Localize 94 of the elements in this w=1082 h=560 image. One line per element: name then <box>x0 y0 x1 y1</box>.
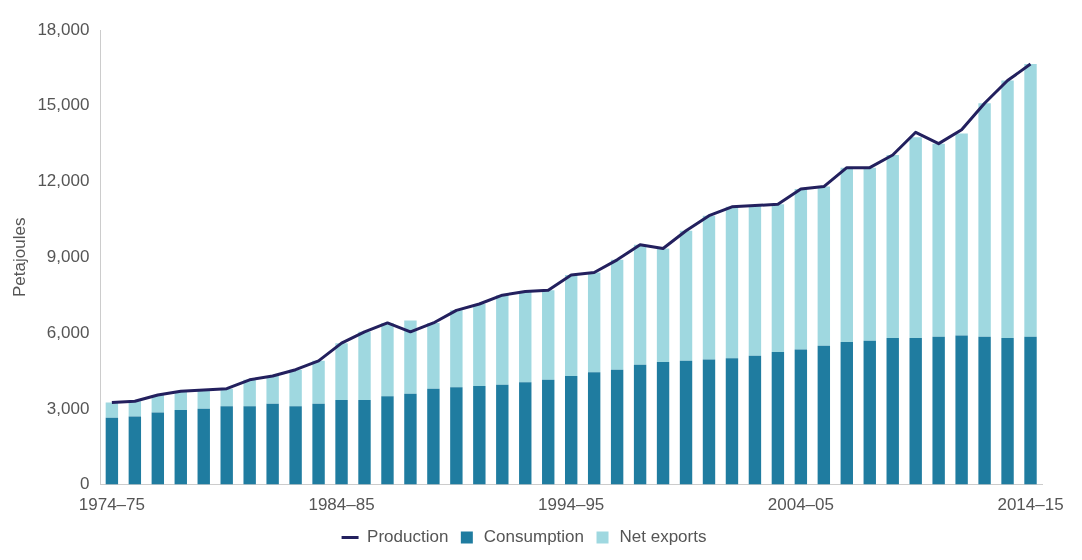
bar <box>748 205 762 356</box>
bar <box>151 412 165 485</box>
bar <box>610 369 624 485</box>
x-tick-label: 2004–05 <box>767 495 834 515</box>
bar <box>978 103 991 337</box>
bar <box>794 189 808 350</box>
bar <box>565 376 578 485</box>
bar <box>174 410 187 485</box>
bar <box>197 408 210 485</box>
bar <box>679 230 693 361</box>
bar <box>656 362 670 485</box>
bar <box>266 376 279 404</box>
bar <box>404 320 417 394</box>
bar <box>496 384 509 485</box>
bar <box>519 382 532 485</box>
bar <box>519 291 532 383</box>
bar <box>312 360 325 404</box>
bar <box>633 244 647 365</box>
bar <box>863 340 876 485</box>
bar <box>450 310 463 388</box>
bar <box>909 137 922 339</box>
y-axis-title: Petajoules <box>9 217 29 297</box>
bar <box>702 359 716 485</box>
bar <box>335 399 348 485</box>
y-tick-label: 9,000 <box>46 246 90 266</box>
bar <box>771 204 785 353</box>
bar <box>725 358 739 485</box>
bar <box>496 295 509 385</box>
bar <box>473 304 486 387</box>
y-tick-label: 3,000 <box>46 398 90 418</box>
bar <box>289 369 302 407</box>
bar <box>679 360 693 485</box>
bar <box>932 143 945 337</box>
legend-label: Production <box>367 527 449 547</box>
bar <box>886 338 899 485</box>
bar <box>587 372 601 485</box>
bar <box>1001 80 1014 339</box>
bar <box>886 155 899 339</box>
bar <box>633 364 647 485</box>
y-tick-label: 12,000 <box>37 171 90 191</box>
bar <box>289 406 302 485</box>
bar <box>358 331 371 400</box>
bar <box>771 352 785 485</box>
bar <box>473 386 486 485</box>
bar <box>725 206 739 359</box>
bar <box>863 167 876 341</box>
bar <box>427 322 440 389</box>
bar <box>404 393 417 485</box>
bar <box>748 355 762 485</box>
bar <box>610 259 624 370</box>
y-tick-label: 15,000 <box>37 95 90 115</box>
bar <box>1001 338 1014 485</box>
legend-label: Consumption <box>483 527 585 547</box>
bar <box>817 345 831 485</box>
bar <box>955 335 968 485</box>
bar <box>794 349 808 485</box>
bar <box>105 417 119 485</box>
x-tick-label: 2014–15 <box>997 495 1064 515</box>
bar <box>128 416 142 485</box>
bar <box>909 338 922 485</box>
bar <box>358 399 371 485</box>
bar <box>840 167 853 342</box>
bar <box>840 341 853 485</box>
legend-label: Net exports <box>619 527 707 547</box>
bar <box>312 403 325 485</box>
bar <box>542 290 555 380</box>
bar <box>243 379 256 407</box>
bar <box>243 406 256 485</box>
bar <box>565 274 578 376</box>
bar <box>932 336 945 485</box>
y-tick-label: 0 <box>79 474 90 494</box>
bar <box>450 387 463 485</box>
bar <box>702 215 716 360</box>
bar <box>955 133 968 336</box>
bar <box>381 396 394 485</box>
bar <box>105 402 119 418</box>
bar <box>220 406 233 485</box>
y-tick-label: 18,000 <box>37 19 90 39</box>
bar <box>266 403 279 485</box>
bar <box>1024 64 1037 337</box>
bar <box>197 389 210 409</box>
bar <box>335 343 348 400</box>
bar <box>542 379 555 485</box>
bar <box>587 272 601 373</box>
bar <box>427 388 440 485</box>
x-tick-label: 1994–95 <box>538 495 605 515</box>
bar <box>1024 336 1037 485</box>
bar <box>817 186 831 346</box>
x-tick-label: 1974–75 <box>78 495 145 515</box>
bar <box>381 322 394 397</box>
x-tick-label: 1984–85 <box>308 495 375 515</box>
bar <box>656 248 670 363</box>
bar <box>978 336 991 485</box>
y-tick-label: 6,000 <box>46 322 90 342</box>
